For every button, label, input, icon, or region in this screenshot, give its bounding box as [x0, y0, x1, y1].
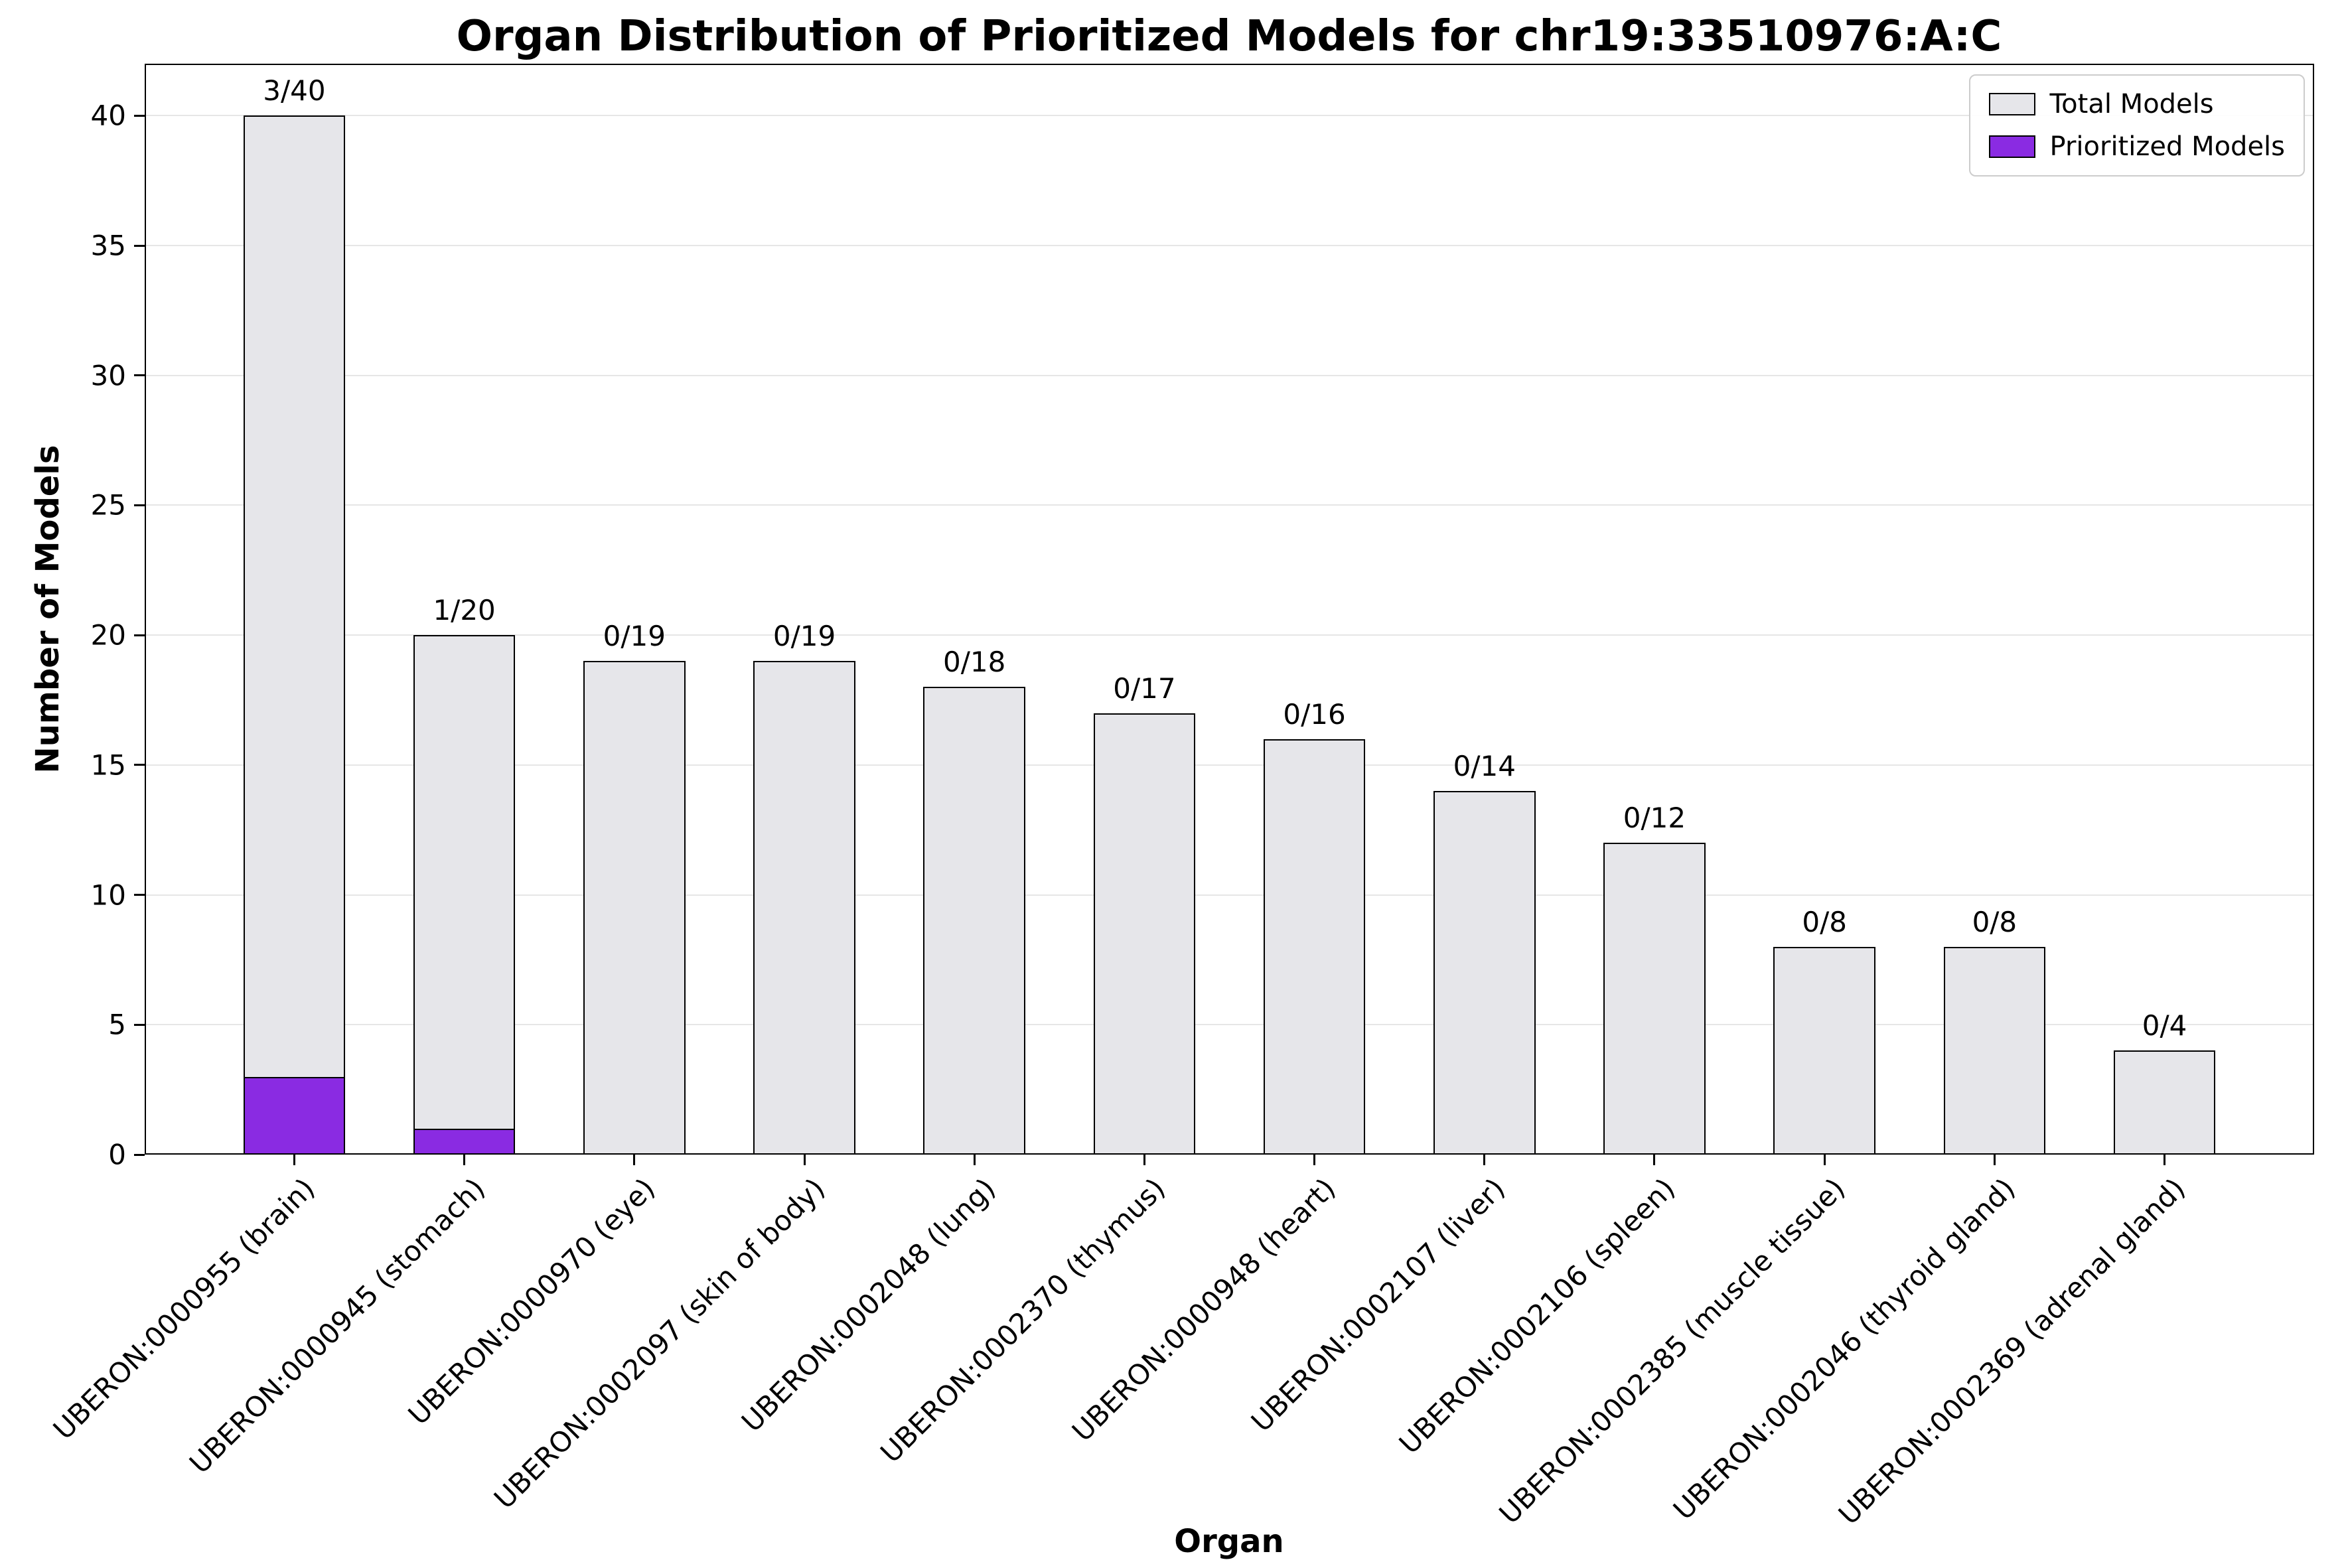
x-tick: [2163, 1155, 2166, 1165]
bar-value-label: 0/19: [603, 620, 666, 653]
y-tick-label: 35: [90, 229, 126, 262]
bar-total: [1093, 713, 1196, 1155]
bar-total: [1943, 946, 2046, 1155]
legend-item: Prioritized Models: [1988, 131, 2285, 162]
bar-total: [2113, 1050, 2216, 1155]
y-tick-label: 40: [90, 99, 126, 132]
bar-value-label: 0/17: [1113, 672, 1176, 705]
y-tick-label: 30: [90, 359, 126, 392]
y-tick: [134, 114, 145, 117]
bar-value-label: 0/16: [1283, 697, 1346, 731]
x-tick-label: UBERON:0002097 (skin of body): [488, 1172, 832, 1516]
x-tick: [1483, 1155, 1486, 1165]
gridline: [145, 245, 2314, 246]
y-tick-label: 10: [90, 879, 126, 912]
x-tick: [1823, 1155, 1826, 1165]
y-tick: [134, 634, 145, 636]
bar-total: [923, 687, 1026, 1155]
bar-value-label: 0/19: [772, 620, 836, 653]
y-tick: [134, 894, 145, 896]
y-tick: [134, 1023, 145, 1026]
x-tick: [1993, 1155, 1996, 1165]
bar-prioritized: [413, 1128, 516, 1155]
bar-value-label: 1/20: [433, 594, 496, 627]
x-tick: [463, 1155, 466, 1165]
x-tick-label: UBERON:0002046 (thyroid gland): [1667, 1172, 2022, 1526]
bar-prioritized: [243, 1076, 346, 1155]
bar-total: [1263, 739, 1366, 1155]
bar-value-label: 0/14: [1453, 750, 1516, 782]
y-axis-label: Number of Models: [29, 445, 66, 774]
x-tick: [633, 1155, 636, 1165]
gridline: [145, 115, 2314, 117]
x-tick-label: UBERON:0002106 (spleen): [1393, 1172, 1682, 1461]
y-tick-label: 25: [90, 488, 126, 522]
y-tick-label: 5: [108, 1008, 126, 1041]
gridline: [145, 634, 2314, 636]
gridline: [145, 374, 2314, 376]
bar-value-label: 0/4: [2142, 1009, 2187, 1042]
legend-swatch: [1988, 93, 2035, 115]
chart-title: Organ Distribution of Prioritized Models…: [456, 12, 2002, 61]
x-tick: [803, 1155, 806, 1165]
bar-total: [1433, 791, 1536, 1155]
bar-value-label: 0/8: [1972, 905, 2017, 938]
x-tick: [1143, 1155, 1145, 1165]
bar-value-label: 0/12: [1623, 802, 1686, 835]
y-tick-label: 0: [108, 1138, 126, 1171]
legend-item: Total Models: [1988, 89, 2285, 119]
y-tick: [134, 374, 145, 377]
y-tick-label: 20: [90, 618, 126, 652]
y-tick: [134, 244, 145, 247]
y-tick-label: 15: [90, 748, 126, 782]
gridline: [145, 894, 2314, 896]
bar-value-label: 0/8: [1802, 905, 1847, 938]
legend-swatch: [1988, 135, 2035, 158]
gridline: [145, 764, 2314, 766]
x-tick: [973, 1155, 976, 1165]
legend-label: Prioritized Models: [2049, 131, 2285, 162]
y-tick: [134, 504, 145, 506]
x-tick-label: UBERON:0000945 (stomach): [183, 1172, 492, 1480]
gridline: [145, 504, 2314, 506]
y-tick: [134, 1153, 145, 1156]
bar-total: [583, 661, 686, 1155]
x-axis-label: Organ: [1174, 1523, 1284, 1560]
bar-total: [413, 635, 516, 1155]
x-tick-label: UBERON:0002370 (thymus): [874, 1172, 1172, 1469]
x-tick: [1313, 1155, 1316, 1165]
x-tick: [293, 1155, 295, 1165]
y-tick: [134, 764, 145, 766]
bar-value-label: 0/18: [943, 646, 1006, 679]
bar-value-label: 3/40: [263, 74, 326, 107]
legend: Total Models Prioritized Models: [1968, 74, 2305, 177]
bar-total: [243, 115, 346, 1155]
x-tick-label: UBERON:0002369 (adrenal gland): [1832, 1172, 2192, 1532]
x-tick-label: UBERON:0002385 (muscle tissue): [1493, 1172, 1852, 1531]
bar-total: [753, 661, 855, 1155]
gridline: [145, 1024, 2314, 1026]
x-tick: [1653, 1155, 1656, 1165]
legend-label: Total Models: [2049, 89, 2214, 119]
bar-total: [1603, 843, 1706, 1155]
bar-total: [1773, 946, 1875, 1155]
